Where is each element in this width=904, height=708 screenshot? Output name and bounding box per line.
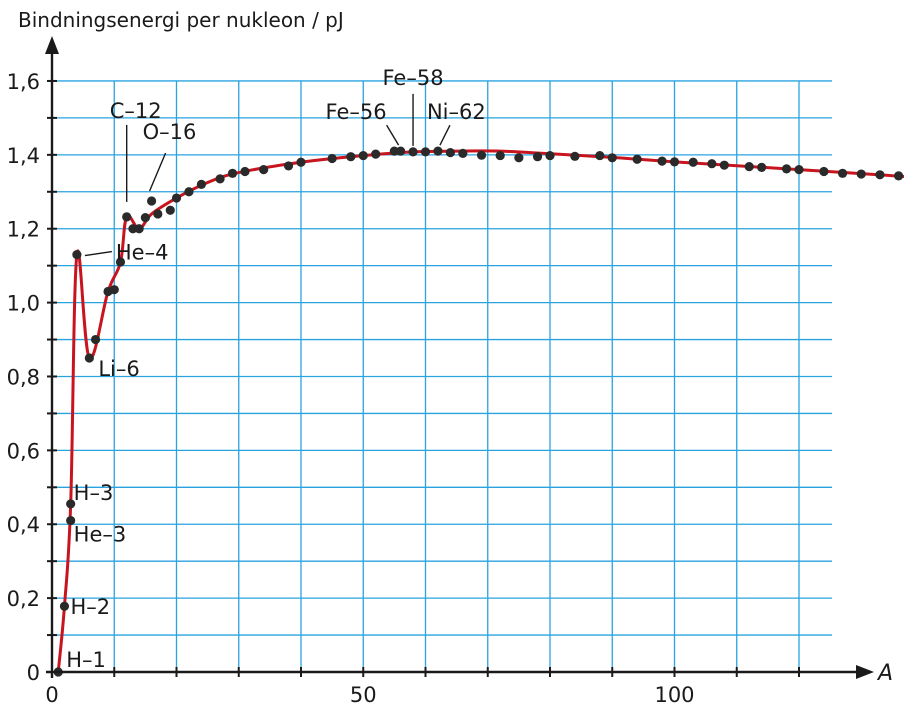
- y-tick-label: 0,4: [7, 513, 40, 537]
- data-point: [688, 157, 698, 167]
- annotation-leader: [385, 124, 400, 146]
- x-tick-label: 0: [45, 683, 58, 707]
- data-point: [184, 187, 194, 197]
- y-axis-label: Bindningsenergi per nukleon / pJ: [18, 8, 344, 32]
- y-tick-label: 1,6: [7, 70, 40, 94]
- data-point: [283, 161, 294, 171]
- y-axis-arrow: [45, 36, 59, 54]
- data-point: [72, 249, 82, 260]
- y-tick-label: 0,8: [7, 365, 40, 389]
- y-tick-label: 0: [27, 661, 40, 685]
- grid-lines: [52, 80, 832, 672]
- data-point: [669, 157, 680, 167]
- data-point: [171, 193, 182, 203]
- data-point: [657, 156, 667, 166]
- y-tick-label: 0,2: [7, 587, 40, 611]
- annotation-label: C–12: [110, 99, 162, 123]
- annotation-label: Li–6: [98, 357, 139, 381]
- data-point: [819, 166, 829, 177]
- data-point: [66, 515, 76, 526]
- annotation-label: Fe–58: [383, 66, 444, 90]
- data-point: [115, 257, 126, 267]
- annotation-leader: [84, 250, 113, 257]
- data-point: [744, 162, 754, 172]
- data-point: [607, 153, 617, 163]
- data-point: [719, 160, 729, 170]
- annotation-label: He–3: [74, 523, 127, 547]
- data-point: [781, 164, 792, 174]
- data-point: [90, 334, 101, 345]
- data-point: [545, 150, 555, 161]
- annotation-label: H–3: [74, 481, 114, 505]
- nuclide-annotations: H–1 H–2 He–3 H–3 Li–6 He–4 C–12O–16 Fe–56 Fe–58 N…: [66, 66, 486, 672]
- x-tick-label: 100: [654, 683, 694, 707]
- annotation-label: Ni–62: [427, 100, 486, 124]
- annotation-label: H–2: [70, 595, 110, 619]
- data-point: [570, 151, 580, 161]
- data-points: [53, 146, 904, 677]
- data-point: [147, 196, 157, 206]
- data-point: [134, 224, 144, 234]
- data-point: [894, 171, 904, 181]
- data-point: [215, 174, 225, 184]
- y-tick-label: 1,4: [7, 144, 40, 168]
- data-point: [514, 153, 524, 163]
- data-point: [196, 179, 206, 189]
- data-point: [346, 152, 356, 162]
- data-point: [875, 170, 885, 180]
- x-tick-label: 50: [350, 683, 377, 707]
- data-point: [259, 165, 269, 175]
- data-point: [632, 154, 642, 164]
- data-point: [532, 152, 543, 162]
- data-point: [396, 146, 406, 156]
- data-point: [59, 601, 70, 611]
- data-point: [240, 166, 250, 177]
- axes: [45, 36, 874, 679]
- data-point: [140, 213, 150, 223]
- data-point: [476, 150, 487, 160]
- annotation-label: O–16: [143, 120, 197, 144]
- data-point: [445, 148, 455, 158]
- y-tick-label: 0,6: [7, 439, 40, 463]
- data-point: [66, 499, 76, 509]
- x-axis-arrow: [856, 665, 874, 679]
- data-point: [794, 165, 804, 175]
- annotation-label: Fe–56: [326, 100, 387, 124]
- data-point: [856, 169, 866, 179]
- y-tick-label: 1,0: [7, 292, 40, 316]
- data-point: [371, 149, 381, 159]
- annotation-label: H–1: [66, 648, 106, 672]
- data-point: [837, 168, 848, 178]
- data-point: [420, 147, 431, 157]
- data-point: [707, 159, 717, 169]
- data-point: [153, 209, 163, 219]
- annotation-label: He–4: [116, 241, 169, 265]
- data-point: [408, 147, 418, 157]
- x-axis-label: A: [876, 661, 893, 686]
- data-point: [227, 168, 238, 178]
- data-point: [165, 205, 175, 215]
- data-point: [595, 150, 605, 161]
- data-point: [495, 150, 505, 161]
- data-point: [358, 150, 368, 161]
- data-point: [327, 153, 337, 164]
- annotation-leader: [439, 124, 451, 146]
- data-point: [109, 285, 119, 295]
- data-point: [757, 162, 767, 172]
- annotation-leader: [148, 152, 167, 192]
- data-point: [433, 146, 443, 156]
- data-point: [122, 212, 132, 222]
- y-tick-label: 1,2: [7, 218, 40, 242]
- data-point: [296, 157, 306, 167]
- tick-labels: 05010015020025000,20,40,60,81,01,21,41,6: [7, 70, 695, 707]
- data-point: [84, 353, 94, 363]
- data-point: [458, 148, 468, 158]
